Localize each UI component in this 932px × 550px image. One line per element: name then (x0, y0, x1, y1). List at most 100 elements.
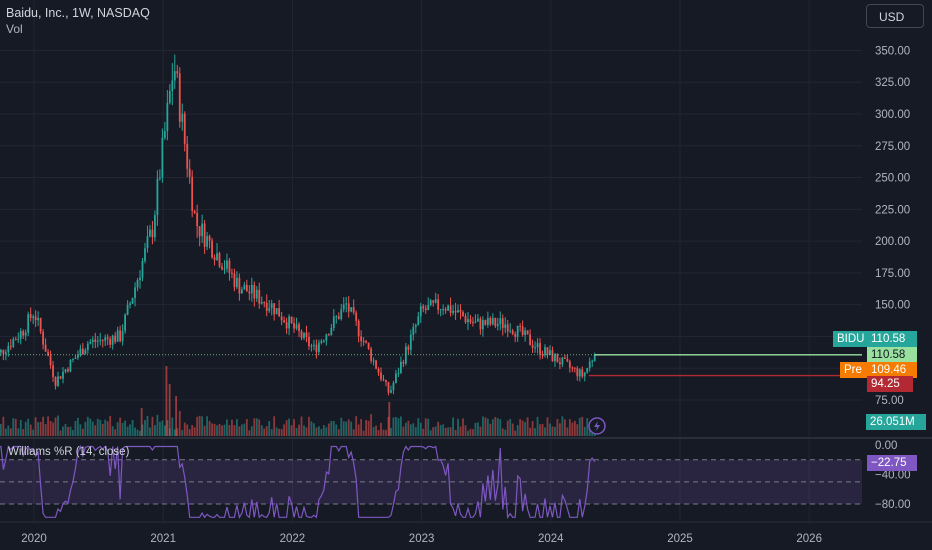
currency-button[interactable]: USD (866, 4, 924, 28)
volume-bar (447, 427, 450, 436)
volume-bar (221, 425, 223, 436)
volume-bar (72, 430, 74, 436)
candle-body (206, 236, 208, 247)
time-tick-label: 2026 (796, 533, 822, 545)
candle-body (447, 305, 450, 311)
volume-bar (213, 423, 216, 436)
volume-bar (335, 424, 338, 436)
volume-bar (114, 429, 117, 436)
volume-bar (285, 420, 288, 436)
candle-body (298, 324, 300, 332)
candle-body (439, 309, 442, 311)
candle-body (586, 367, 589, 373)
candle-body (173, 71, 176, 81)
candle-body (57, 376, 59, 386)
candle-body (42, 331, 45, 345)
candle-body (81, 348, 84, 355)
candle-body (583, 372, 586, 377)
candle-body (94, 339, 97, 342)
candle-body (32, 316, 35, 318)
volume-bar (409, 424, 412, 436)
volume-bar (158, 421, 161, 436)
volume-bar (278, 428, 281, 436)
candle-body (19, 331, 22, 339)
volume-bar (489, 423, 492, 436)
time-tick-label: 2022 (280, 533, 306, 545)
candle-body (151, 229, 154, 238)
candle-body (457, 310, 459, 313)
candle-body (491, 317, 494, 325)
candle-body (116, 330, 119, 342)
volume-bar (561, 416, 564, 436)
candle-body (163, 131, 166, 138)
volume-bar (201, 416, 204, 436)
candle-body (14, 339, 17, 341)
volume-bar (240, 424, 243, 436)
candle-body (390, 390, 392, 393)
volume-bar (149, 427, 151, 436)
volume-bar (62, 426, 64, 436)
candle-body (268, 308, 271, 311)
volume-bar (27, 418, 30, 436)
volume-bar (104, 419, 107, 436)
volume-bar (191, 425, 194, 436)
volume-bar (484, 417, 487, 436)
volume-bar (541, 424, 544, 436)
volume-bar (352, 429, 355, 436)
volume-bar (109, 415, 112, 436)
candle-body (44, 344, 47, 352)
volume-bar (144, 420, 146, 436)
candle-body (198, 226, 201, 237)
volume-bar (290, 425, 293, 436)
candle-body (188, 168, 191, 177)
candle-body (9, 345, 12, 347)
volume-bar (295, 427, 298, 436)
volume-bar (223, 424, 226, 436)
candle-body (2, 349, 5, 354)
candle-body (273, 303, 276, 315)
candle-body (412, 326, 415, 335)
volume-bar (76, 417, 79, 436)
volume-bar (154, 425, 156, 436)
volume-bar (196, 416, 199, 436)
volume-bar (253, 418, 256, 436)
volume-bar (119, 417, 122, 436)
candle-body (472, 322, 474, 324)
volume-bar (258, 419, 261, 436)
candle-body (322, 340, 325, 342)
volume-bar (218, 424, 221, 436)
candle-body (4, 352, 7, 354)
candle-body (183, 113, 186, 144)
williams-r-tick-label: 0.00 (875, 440, 897, 452)
candle-body (437, 299, 440, 310)
volume-value-tag: 26.051M (866, 414, 926, 430)
volume-bar (34, 417, 37, 436)
volume-bar (255, 418, 258, 436)
time-tick-label: 2020 (21, 533, 47, 545)
candle-body (402, 361, 405, 364)
volume-bar (280, 429, 283, 436)
volume-bar (166, 420, 169, 436)
volume-bar (54, 417, 57, 436)
volume-bar (69, 426, 72, 436)
candle-body (573, 367, 576, 369)
candle-body (166, 102, 169, 132)
candle-body (240, 289, 243, 294)
volume-bar (444, 427, 447, 436)
volume-bar (462, 418, 464, 436)
candle-body (178, 73, 181, 122)
candle-body (141, 260, 144, 278)
volume-bar (181, 429, 184, 436)
volume-bar (501, 428, 504, 436)
candle-body (76, 355, 79, 358)
candle-body (427, 305, 430, 311)
candle-body (196, 212, 199, 227)
candle-body (49, 355, 52, 366)
candle-body (86, 343, 89, 350)
candle-body (22, 331, 25, 336)
candle-body (278, 308, 281, 317)
volume-bar (32, 429, 35, 436)
volume-bar (238, 426, 241, 436)
